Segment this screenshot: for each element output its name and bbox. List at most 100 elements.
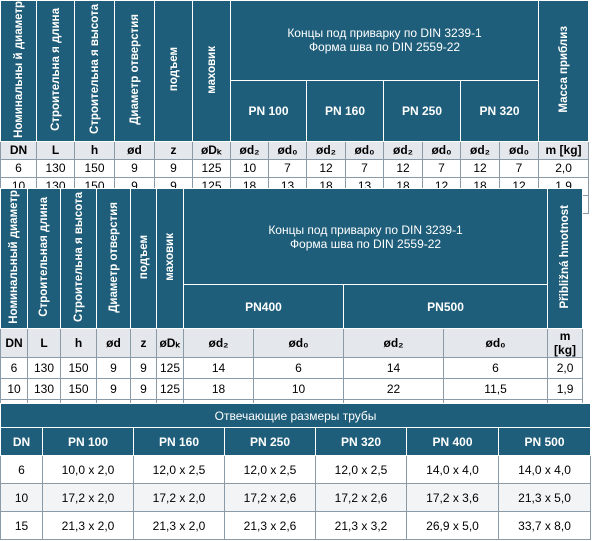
cell: 10 [0,378,28,400]
header-row: DN PN 100 PN 160 PN 250 PN 320 PN 400 PN 500 [0,427,592,456]
cell: 9 [130,357,157,379]
symbol: ød₂ [383,140,423,160]
cell: 12,0 x 2,5 [315,455,407,484]
symbol: ød₂ [343,328,444,358]
cell: 26,9 x 5,0 [406,511,499,540]
rotated-header-text: Строительна я высота [88,4,101,135]
column-header: PN 320 [315,427,407,456]
cell: 6 [442,357,549,379]
rotated-header: подъем [130,188,157,329]
cell: 9 [130,378,157,400]
cell: 17,2 x 3,6 [406,483,499,512]
cell: 12,0 x 2,5 [133,455,225,484]
cell: 14,0 x 4,0 [406,455,499,484]
cell: 21,3 x 2,0 [42,511,134,540]
cell: 7 [268,158,307,178]
cell: 14,0 x 4,0 [497,455,592,484]
pressure-header: PN 100 [230,79,307,142]
rotated-header: маховик [192,0,231,142]
cell: 9 [114,158,155,178]
last-header: Přibližná hmotnost [547,188,584,329]
column-header: PN 500 [497,427,592,456]
data-row: 6 130 150 9 9 125 10 7 12 7 12 7 12 7 2,0 [0,158,590,178]
symbol: ød₂ [230,140,269,160]
symbol: h [74,140,115,160]
cell: 125 [192,158,231,178]
rotated-header-text: подъем [167,47,180,92]
data-row: 10 17,2 x 2,0 17,2 x 2,0 17,2 x 2,6 17,2 x 2… [0,483,592,512]
cell: 12 [460,158,500,178]
pressure-header: PN400 [183,284,344,329]
cell: 33,7 x 8,0 [497,511,592,540]
symbol: h [60,328,97,358]
group-header: Концы под приварку по DIN 3239-1 Форма шв… [229,0,540,81]
rotated-header-text: Строительна я высота [72,192,85,322]
symbol: ød₀ [498,140,540,160]
data-row: 6 130 150 9 9 125 14 6 14 6 2,0 [0,357,584,379]
cell: 130 [27,378,61,400]
cell: 17,2 x 2,6 [224,483,316,512]
pressure-header: PN 160 [306,79,384,142]
cell: 21,3 x 2,0 [133,511,225,540]
cell: 6 [0,455,43,484]
rotated-header-text: Номинальный диаметр [8,190,20,324]
column-header: PN 250 [224,427,316,456]
cell: 6 [253,357,344,379]
symbol: L [36,140,75,160]
cell: 125 [156,357,184,379]
group-header: Концы под приварку по DIN 3239-1 Форма шв… [182,188,549,285]
cell: 21,3 x 2,6 [224,511,316,540]
cell: 12,0 x 2,5 [224,455,316,484]
symbol: ød [114,140,155,160]
symbol: ød₀ [268,140,307,160]
column-header: PN 160 [133,427,225,456]
cell: 10 [230,158,269,178]
table-3: Отвечающие размеры трубы DN PN 100 PN 160 PN… [0,403,592,540]
rotated-header-text: Строительна я длина [49,7,62,131]
cell: 17,2 x 2,0 [42,483,134,512]
rotated-header-text: маховик [205,45,218,94]
cell: 21,3 x 5,0 [497,483,592,512]
cell: 9 [96,378,131,400]
column-header: PN 100 [42,427,134,456]
pressure-header: PN 250 [383,79,461,142]
cell: 17,2 x 2,6 [315,483,407,512]
symbol: m [kg] [538,140,590,160]
table-title: Отвечающие размеры трубы [0,403,592,428]
symbol: ød₀ [442,328,549,358]
cell: 12 [383,158,423,178]
table-2-wrap: Номинальный диаметр Строительная длина Стр… [0,188,584,421]
rotated-header: Строительна я длина [36,0,75,142]
rotated-header: Номинальны й диаметр [0,0,37,142]
symbol: DN [0,328,28,358]
table-1: Номинальны й диаметр Строительна я длина С… [0,0,590,214]
cell: 21,3 x 3,2 [315,511,407,540]
last-header-text: Масса приблиз [557,26,570,113]
cell: 22 [343,378,444,400]
cell: 6 [0,357,28,379]
pressure-header: PN500 [342,284,549,329]
group-header-line: Концы под приварку по DIN 3239-1 [287,26,482,41]
cell: 7 [422,158,461,178]
column-header: DN [0,427,43,456]
cell: 130 [27,357,61,379]
rotated-header-text: Строительная длина [38,197,50,317]
cell: 150 [74,158,115,178]
pressure-header: PN 320 [459,79,540,142]
symbol: ød₂ [306,140,346,160]
cell: 150 [60,357,97,379]
symbol: ød₀ [345,140,384,160]
group-header-line: Форма шва по DIN 2559-22 [289,236,442,251]
cell: 15 [0,511,43,540]
cell: 2,0 [538,158,590,178]
cell: 150 [60,378,97,400]
rotated-header: Диаметр отверстия [96,188,131,329]
rotated-header-text: Диаметр отверстия [107,201,120,313]
data-row: 10 130 150 9 9 125 18 10 22 11,5 1,9 [0,378,584,400]
symbol: DN [0,140,37,160]
cell: 17,2 x 2,0 [133,483,225,512]
cell: 10,0 x 2,0 [42,455,134,484]
rotated-header: подъем [154,0,193,142]
table-2: Номинальный диаметр Строительная длина Стр… [0,188,584,421]
